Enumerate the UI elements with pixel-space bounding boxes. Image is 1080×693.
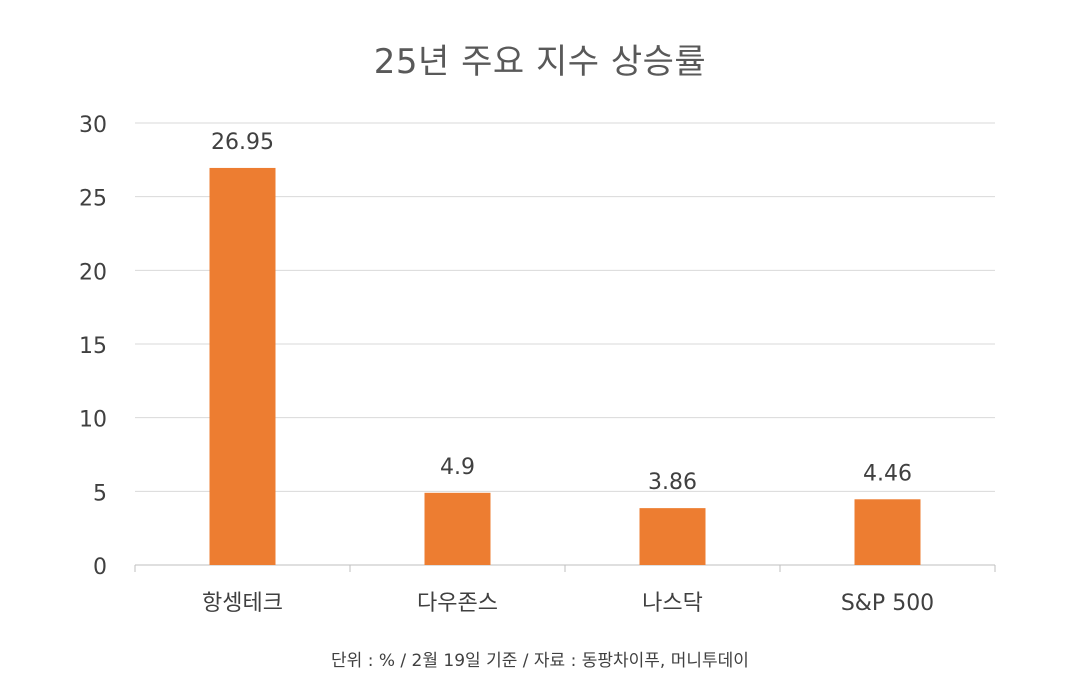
y-tick-label: 5: [93, 481, 107, 506]
y-tick-label: 10: [79, 408, 107, 433]
chart-title: 25년 주요 지수 상승률: [373, 42, 707, 82]
category-label: S&P 500: [841, 591, 934, 616]
bar: [424, 492, 491, 565]
y-tick-label: 30: [79, 113, 107, 138]
bar: [854, 499, 921, 565]
category-label: 다우존스: [417, 591, 498, 616]
y-tick-label: 0: [93, 555, 107, 580]
data-label: 26.95: [211, 130, 274, 155]
data-label: 4.9: [440, 455, 475, 480]
data-label: 3.86: [648, 470, 697, 495]
y-tick-label: 15: [79, 334, 107, 359]
data-label: 4.46: [863, 461, 912, 486]
category-label: 항셍테크: [202, 591, 283, 616]
category-label: 나스닥: [642, 591, 703, 616]
source-footnote: 단위 : % / 2월 19일 기준 / 자료 : 동팡차이푸, 머니투데이: [331, 651, 749, 671]
y-tick-label: 25: [79, 187, 107, 212]
bar: [639, 508, 706, 565]
bar: [209, 167, 276, 566]
y-tick-label: 20: [79, 260, 107, 285]
